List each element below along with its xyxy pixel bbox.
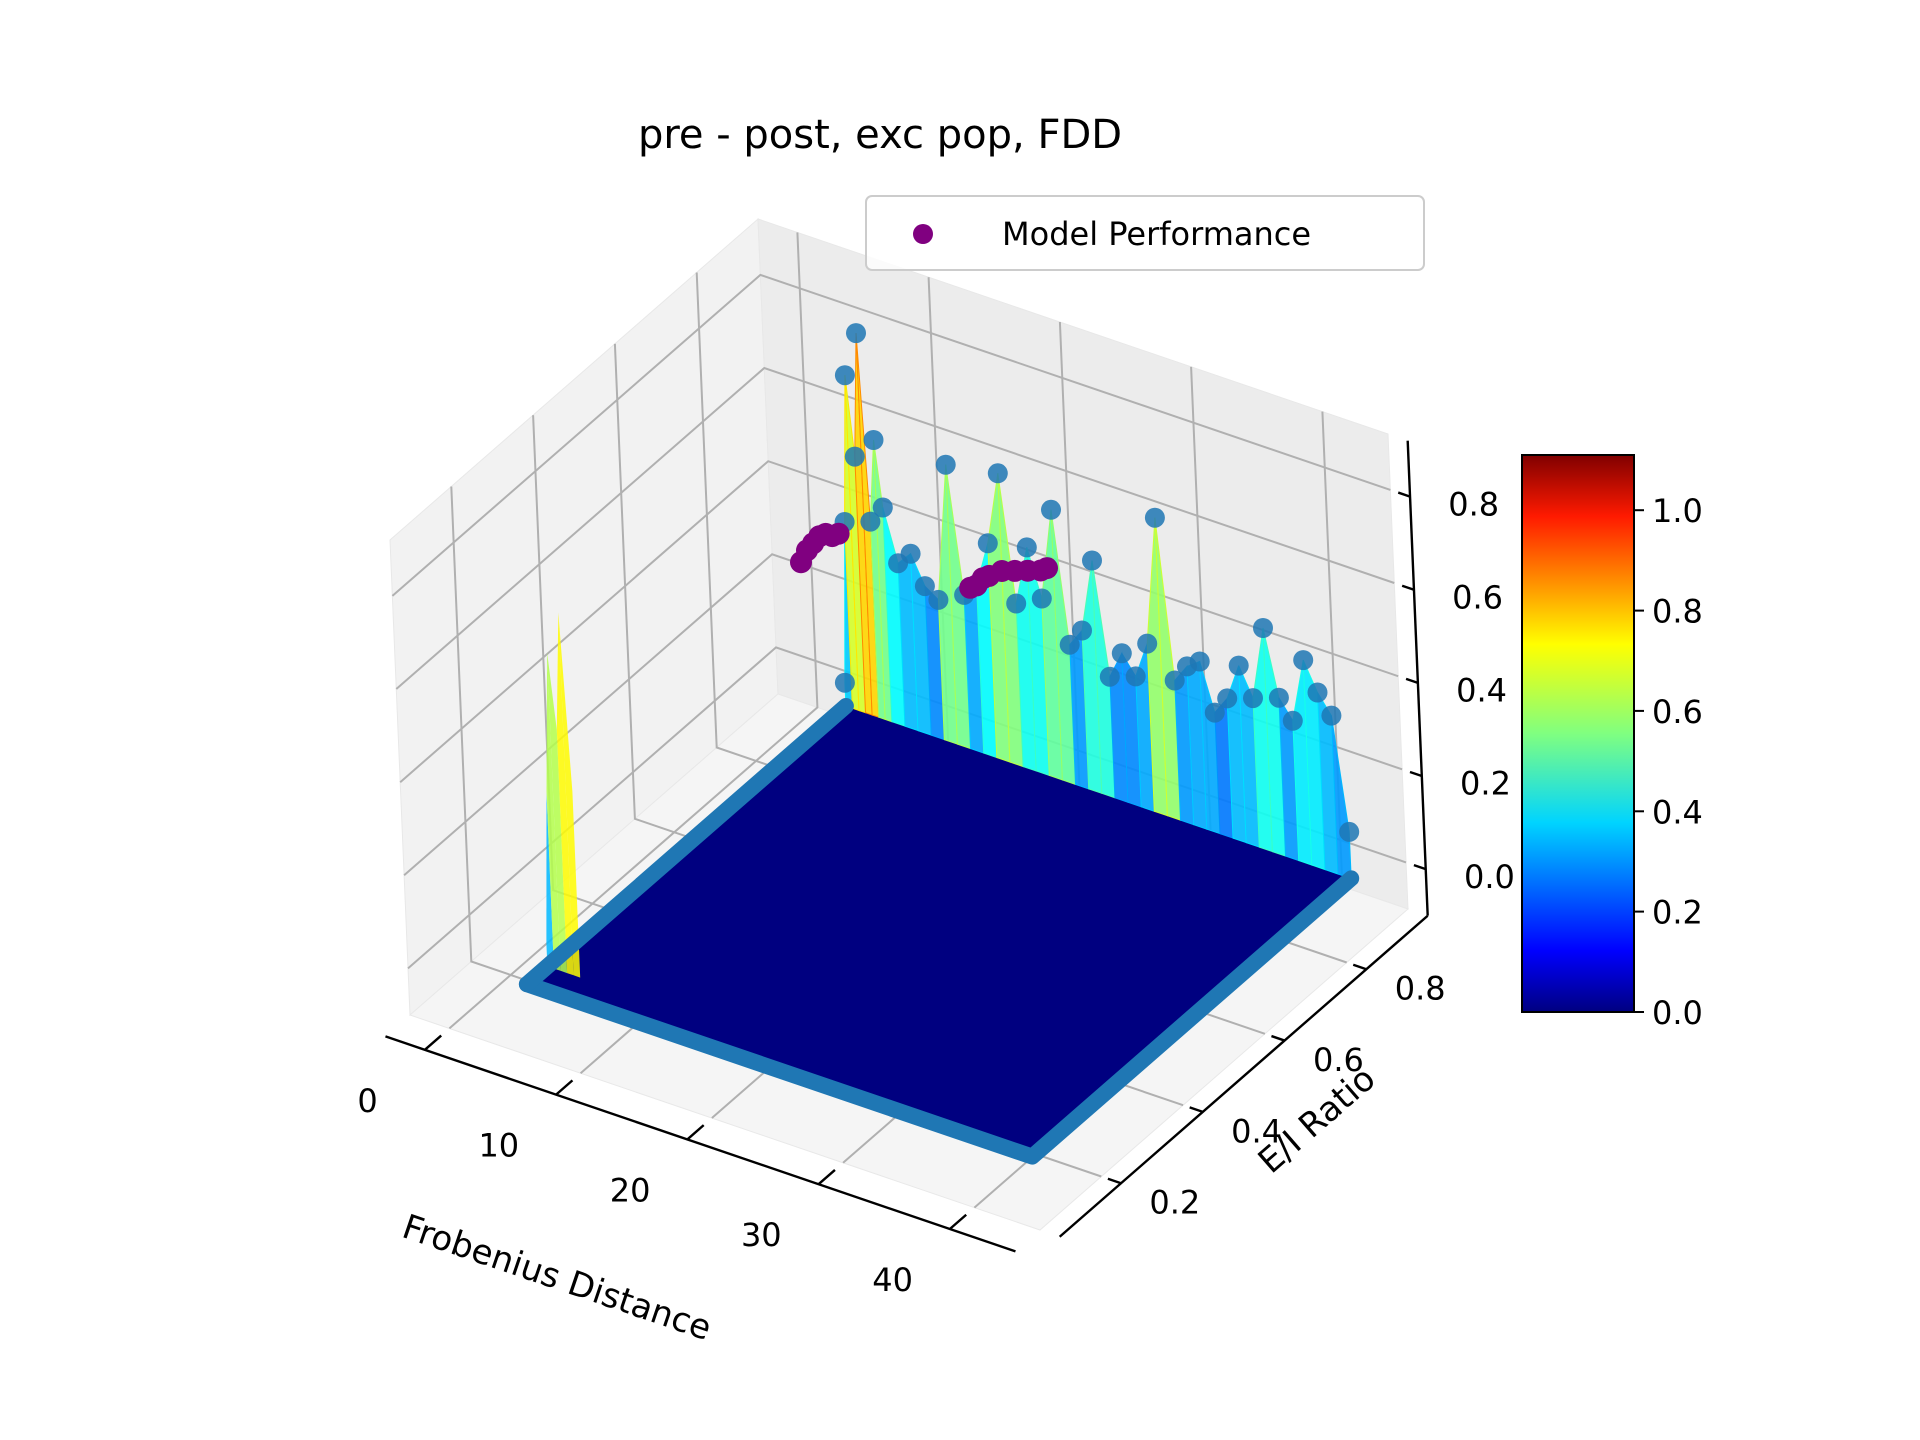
surface-floor — [526, 706, 1352, 1157]
ridge-point — [834, 365, 855, 386]
x-tick — [817, 1169, 836, 1186]
colorbar-tick-label: 0.4 — [1652, 793, 1703, 831]
surface-spike-segment — [556, 612, 574, 976]
ridge-point — [914, 576, 935, 597]
y-tick — [1107, 1177, 1122, 1185]
ridge-point — [1204, 702, 1225, 723]
ridge-point — [1253, 618, 1273, 638]
x-axis-line — [385, 1035, 1016, 1253]
axes-lines — [385, 440, 1429, 1253]
x-tick-label: 40 — [872, 1261, 913, 1299]
y-tick-label: 0.6 — [1313, 1041, 1364, 1079]
ridge-point — [844, 446, 865, 467]
surface-spike-segment — [546, 652, 561, 971]
ridge-point — [1217, 688, 1238, 709]
z-gridline — [395, 366, 1395, 690]
legend-marker — [913, 224, 933, 244]
y-tick-label: 0.8 — [1395, 970, 1446, 1008]
colorbar-tick-label: 0.0 — [1652, 994, 1703, 1032]
ridge-point — [1282, 710, 1303, 731]
ridge-point — [1111, 643, 1132, 664]
ridge-point — [1339, 821, 1360, 842]
surface-spike-segment — [558, 612, 581, 978]
z-tick-label: 0.0 — [1464, 858, 1515, 896]
z-tick — [1409, 770, 1423, 778]
ridge-point — [834, 672, 855, 693]
ridge-point — [1099, 666, 1120, 687]
ridge-point — [846, 323, 866, 344]
x-axis-label: Frobenius Distance — [397, 1207, 716, 1349]
x-tick — [686, 1124, 705, 1141]
ridge-point — [1321, 705, 1342, 726]
z-gridline — [391, 273, 1391, 597]
ridge-point — [935, 454, 956, 475]
model-performance-point — [827, 522, 850, 545]
ridge-point — [1144, 507, 1165, 528]
z-gridline — [399, 460, 1399, 783]
colorbar: 0.0 0.2 0.4 0.6 0.8 1.0 — [1521, 454, 1703, 1032]
ridge-point — [872, 497, 893, 518]
z-tick-label: 0.2 — [1460, 765, 1511, 803]
x-tick — [424, 1034, 442, 1051]
z-tick-label: 0.8 — [1448, 485, 1499, 523]
chart-title: pre - post, exc pop, FDD — [638, 112, 1122, 158]
ridge-point — [928, 589, 949, 610]
x-tick — [949, 1213, 967, 1230]
ridge-point — [1006, 593, 1027, 614]
ridge-point — [987, 463, 1008, 484]
legend: Model Performance — [865, 195, 1425, 271]
ridge-point — [1189, 651, 1210, 672]
surface-edge-left — [518, 698, 854, 993]
colorbar-tick-label: 0.6 — [1652, 693, 1703, 731]
surface-edge — [518, 870, 1360, 1165]
legend-box — [865, 195, 1425, 271]
ridge-point — [1059, 634, 1080, 655]
ridge-point — [1041, 499, 1061, 520]
ridge-point — [1293, 650, 1314, 671]
ridge-point — [1072, 620, 1092, 641]
surface-spike-segment — [547, 652, 568, 974]
x-tick-label: 0 — [357, 1082, 377, 1120]
x-tick-label: 20 — [610, 1171, 651, 1209]
ridge-point — [1125, 666, 1146, 687]
colorbar-tick-label: 0.8 — [1652, 593, 1703, 631]
ridge-point — [860, 511, 881, 532]
scatter-markers — [790, 323, 1360, 842]
ridge-point — [1268, 687, 1289, 708]
ridge-point — [1016, 537, 1037, 558]
y-tick — [1271, 1034, 1285, 1042]
surface-spike-segment — [546, 791, 554, 969]
y-tick-label: 0.4 — [1231, 1112, 1282, 1150]
ridge-point — [1082, 550, 1102, 571]
ridge-point — [1243, 688, 1263, 709]
tick-labels: 0 10 20 30 40 0.2 0.4 0.6 0.8 0.0 0.2 0.4 0.6 0.8 — [357, 485, 1514, 1299]
ridge-point — [900, 543, 921, 564]
y-tick-label: 0.2 — [1149, 1184, 1200, 1222]
ridge-point — [1137, 633, 1158, 654]
y-tick — [1352, 963, 1367, 971]
legend-label: Model Performance — [1002, 215, 1311, 253]
z-tick-label: 0.4 — [1456, 672, 1507, 710]
z-tick-label: 0.6 — [1452, 579, 1503, 617]
z-axis-line — [1406, 440, 1429, 916]
x-tick-label: 10 — [478, 1127, 519, 1165]
colorbar-tick-label: 0.2 — [1652, 894, 1703, 932]
model-performance-point — [1036, 557, 1058, 580]
ridge-point — [1031, 588, 1052, 609]
ridge-point — [1228, 655, 1249, 676]
z-tick — [1413, 863, 1427, 871]
ridge-point — [1307, 682, 1328, 703]
ridge-point — [1164, 670, 1185, 691]
x-tick — [555, 1079, 574, 1096]
ridge-point — [863, 430, 884, 450]
z-tick — [1397, 491, 1411, 498]
z-tick — [1401, 584, 1415, 591]
x-tick-label: 30 — [741, 1216, 782, 1254]
colorbar-gradient — [1521, 454, 1635, 1013]
colorbar-tick-label: 1.0 — [1652, 492, 1703, 530]
ridge-point — [977, 533, 998, 554]
y-tick — [1189, 1106, 1204, 1114]
z-tick — [1405, 677, 1419, 685]
